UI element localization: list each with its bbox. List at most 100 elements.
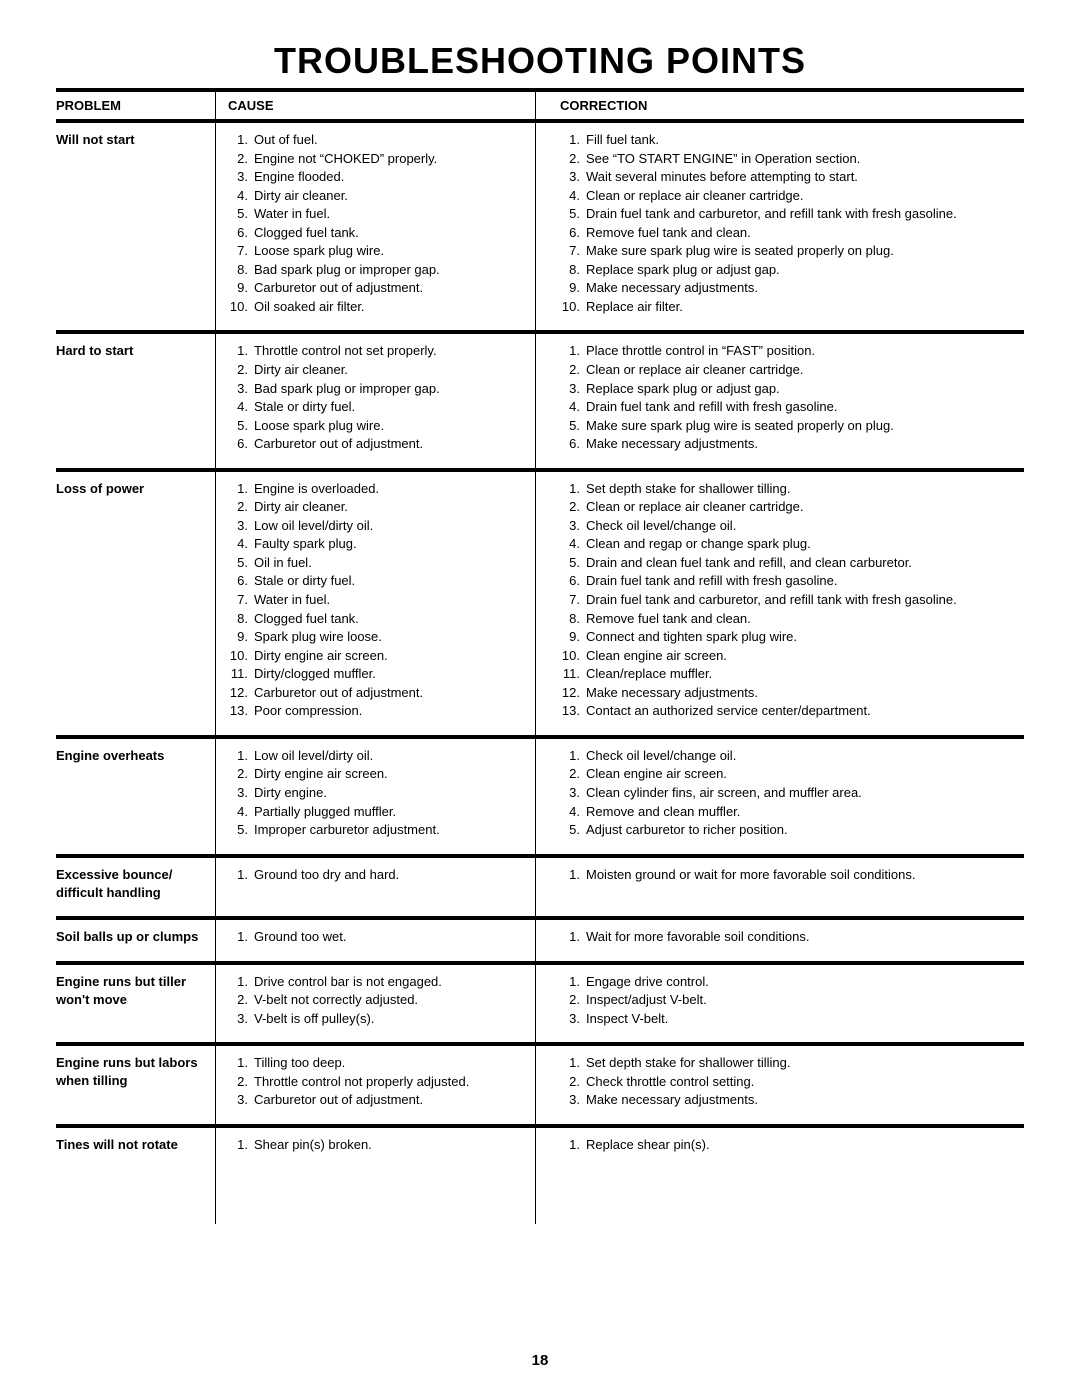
- list-text: Bad spark plug or improper gap.: [254, 261, 523, 279]
- cause-list: 1.Engine is overloaded.2.Dirty air clean…: [228, 480, 523, 721]
- table-body: Will not start1.Out of fuel.2.Engine not…: [56, 123, 1024, 1224]
- list-item: 5.Drain fuel tank and carburetor, and re…: [560, 205, 1012, 224]
- list-number: 4.: [228, 398, 254, 416]
- list-number: 1.: [228, 342, 254, 360]
- list-text: Moisten ground or wait for more favorabl…: [586, 866, 1012, 884]
- correction-list: 1.Set depth stake for shallower tilling.…: [560, 1054, 1012, 1110]
- problem-cell: Engine runs but tiller won't move: [56, 965, 216, 1043]
- list-item: 8.Replace spark plug or adjust gap.: [560, 261, 1012, 280]
- list-item: 2.V-belt not correctly adjusted.: [228, 991, 523, 1010]
- list-item: 3.Low oil level/dirty oil.: [228, 517, 523, 536]
- cause-list: 1.Tilling too deep.2.Throttle control no…: [228, 1054, 523, 1110]
- list-text: Low oil level/dirty oil.: [254, 517, 523, 535]
- table-row: Hard to start1.Throttle control not set …: [56, 334, 1024, 467]
- list-number: 2.: [560, 991, 586, 1009]
- list-text: Set depth stake for shallower tilling.: [586, 1054, 1012, 1072]
- list-number: 5.: [560, 554, 586, 572]
- list-text: Clogged fuel tank.: [254, 610, 523, 628]
- list-number: 10.: [560, 298, 586, 316]
- list-item: 9.Connect and tighten spark plug wire.: [560, 628, 1012, 647]
- cause-list: 1.Out of fuel.2.Engine not “CHOKED” prop…: [228, 131, 523, 316]
- correction-list: 1.Set depth stake for shallower tilling.…: [560, 480, 1012, 721]
- list-item: 1.Shear pin(s) broken.: [228, 1136, 523, 1155]
- correction-cell: 1.Engage drive control.2.Inspect/adjust …: [536, 965, 1024, 1043]
- list-number: 5.: [560, 417, 586, 435]
- list-item: 2.Check throttle control setting.: [560, 1073, 1012, 1092]
- list-text: Dirty air cleaner.: [254, 187, 523, 205]
- header-cause: CAUSE: [216, 92, 536, 119]
- list-item: 6.Make necessary adjustments.: [560, 435, 1012, 454]
- list-text: Ground too dry and hard.: [254, 866, 523, 884]
- list-item: 7.Drain fuel tank and carburetor, and re…: [560, 591, 1012, 610]
- list-item: 3.Inspect V-belt.: [560, 1010, 1012, 1029]
- list-text: Drain and clean fuel tank and refill, an…: [586, 554, 1012, 572]
- list-text: Drain fuel tank and carburetor, and refi…: [586, 205, 1012, 223]
- list-number: 2.: [228, 991, 254, 1009]
- list-text: Make necessary adjustments.: [586, 435, 1012, 453]
- list-number: 2.: [228, 1073, 254, 1091]
- list-number: 1.: [560, 1054, 586, 1072]
- list-text: Carburetor out of adjustment.: [254, 1091, 523, 1109]
- list-item: 2.Dirty engine air screen.: [228, 765, 523, 784]
- cause-cell: 1.Tilling too deep.2.Throttle control no…: [216, 1046, 536, 1124]
- correction-list: 1.Replace shear pin(s).: [560, 1136, 1012, 1155]
- list-item: 2.Clean or replace air cleaner cartridge…: [560, 361, 1012, 380]
- list-text: Drain fuel tank and refill with fresh ga…: [586, 398, 1012, 416]
- list-item: 4.Clean and regap or change spark plug.: [560, 535, 1012, 554]
- list-number: 8.: [228, 261, 254, 279]
- list-item: 8.Clogged fuel tank.: [228, 610, 523, 629]
- list-number: 12.: [228, 684, 254, 702]
- list-item: 5.Drain and clean fuel tank and refill, …: [560, 554, 1012, 573]
- list-number: 1.: [228, 480, 254, 498]
- list-text: Throttle control not set properly.: [254, 342, 523, 360]
- list-number: 1.: [560, 1136, 586, 1154]
- correction-list: 1.Fill fuel tank.2.See “TO START ENGINE”…: [560, 131, 1012, 316]
- list-item: 2.See “TO START ENGINE” in Operation sec…: [560, 150, 1012, 169]
- list-text: Remove and clean muffler.: [586, 803, 1012, 821]
- list-number: 3.: [560, 517, 586, 535]
- table-row: Engine overheats1.Low oil level/dirty oi…: [56, 739, 1024, 854]
- cause-cell: 1.Shear pin(s) broken.: [216, 1128, 536, 1225]
- list-item: 4.Dirty air cleaner.: [228, 187, 523, 206]
- list-text: Low oil level/dirty oil.: [254, 747, 523, 765]
- list-item: 12.Make necessary adjustments.: [560, 684, 1012, 703]
- list-number: 3.: [228, 517, 254, 535]
- list-text: Drain fuel tank and refill with fresh ga…: [586, 572, 1012, 590]
- correction-list: 1.Place throttle control in “FAST” posit…: [560, 342, 1012, 453]
- list-number: 1.: [228, 928, 254, 946]
- list-number: 1.: [228, 1054, 254, 1072]
- problem-cell: Engine overheats: [56, 739, 216, 854]
- list-text: Connect and tighten spark plug wire.: [586, 628, 1012, 646]
- list-item: 1.Moisten ground or wait for more favora…: [560, 866, 1012, 885]
- list-item: 5.Improper carburetor adjustment.: [228, 821, 523, 840]
- list-item: 5.Make sure spark plug wire is seated pr…: [560, 417, 1012, 436]
- list-number: 5.: [228, 821, 254, 839]
- list-item: 1.Fill fuel tank.: [560, 131, 1012, 150]
- list-item: 1.Throttle control not set properly.: [228, 342, 523, 361]
- list-item: 4.Drain fuel tank and refill with fresh …: [560, 398, 1012, 417]
- list-number: 8.: [228, 610, 254, 628]
- list-text: Spark plug wire loose.: [254, 628, 523, 646]
- list-text: Wait several minutes before attempting t…: [586, 168, 1012, 186]
- list-text: Replace shear pin(s).: [586, 1136, 1012, 1154]
- cause-list: 1.Low oil level/dirty oil.2.Dirty engine…: [228, 747, 523, 840]
- list-number: 5.: [228, 417, 254, 435]
- list-text: Check throttle control setting.: [586, 1073, 1012, 1091]
- problem-cell: Hard to start: [56, 334, 216, 467]
- cause-cell: 1.Throttle control not set properly.2.Di…: [216, 334, 536, 467]
- list-item: 13.Contact an authorized service center/…: [560, 702, 1012, 721]
- page-title: TROUBLESHOOTING POINTS: [56, 40, 1024, 82]
- list-text: Make necessary adjustments.: [586, 684, 1012, 702]
- list-text: Clean and regap or change spark plug.: [586, 535, 1012, 553]
- list-item: 2.Engine not “CHOKED” properly.: [228, 150, 523, 169]
- correction-list: 1.Moisten ground or wait for more favora…: [560, 866, 1012, 885]
- list-number: 3.: [560, 168, 586, 186]
- list-number: 6.: [228, 435, 254, 453]
- correction-cell: 1.Wait for more favorable soil condition…: [536, 920, 1024, 961]
- list-item: 7.Water in fuel.: [228, 591, 523, 610]
- list-number: 1.: [560, 131, 586, 149]
- list-number: 3.: [560, 784, 586, 802]
- list-number: 3.: [228, 1010, 254, 1028]
- problem-cell: Engine runs but labors when tilling: [56, 1046, 216, 1124]
- list-item: 6.Carburetor out of adjustment.: [228, 435, 523, 454]
